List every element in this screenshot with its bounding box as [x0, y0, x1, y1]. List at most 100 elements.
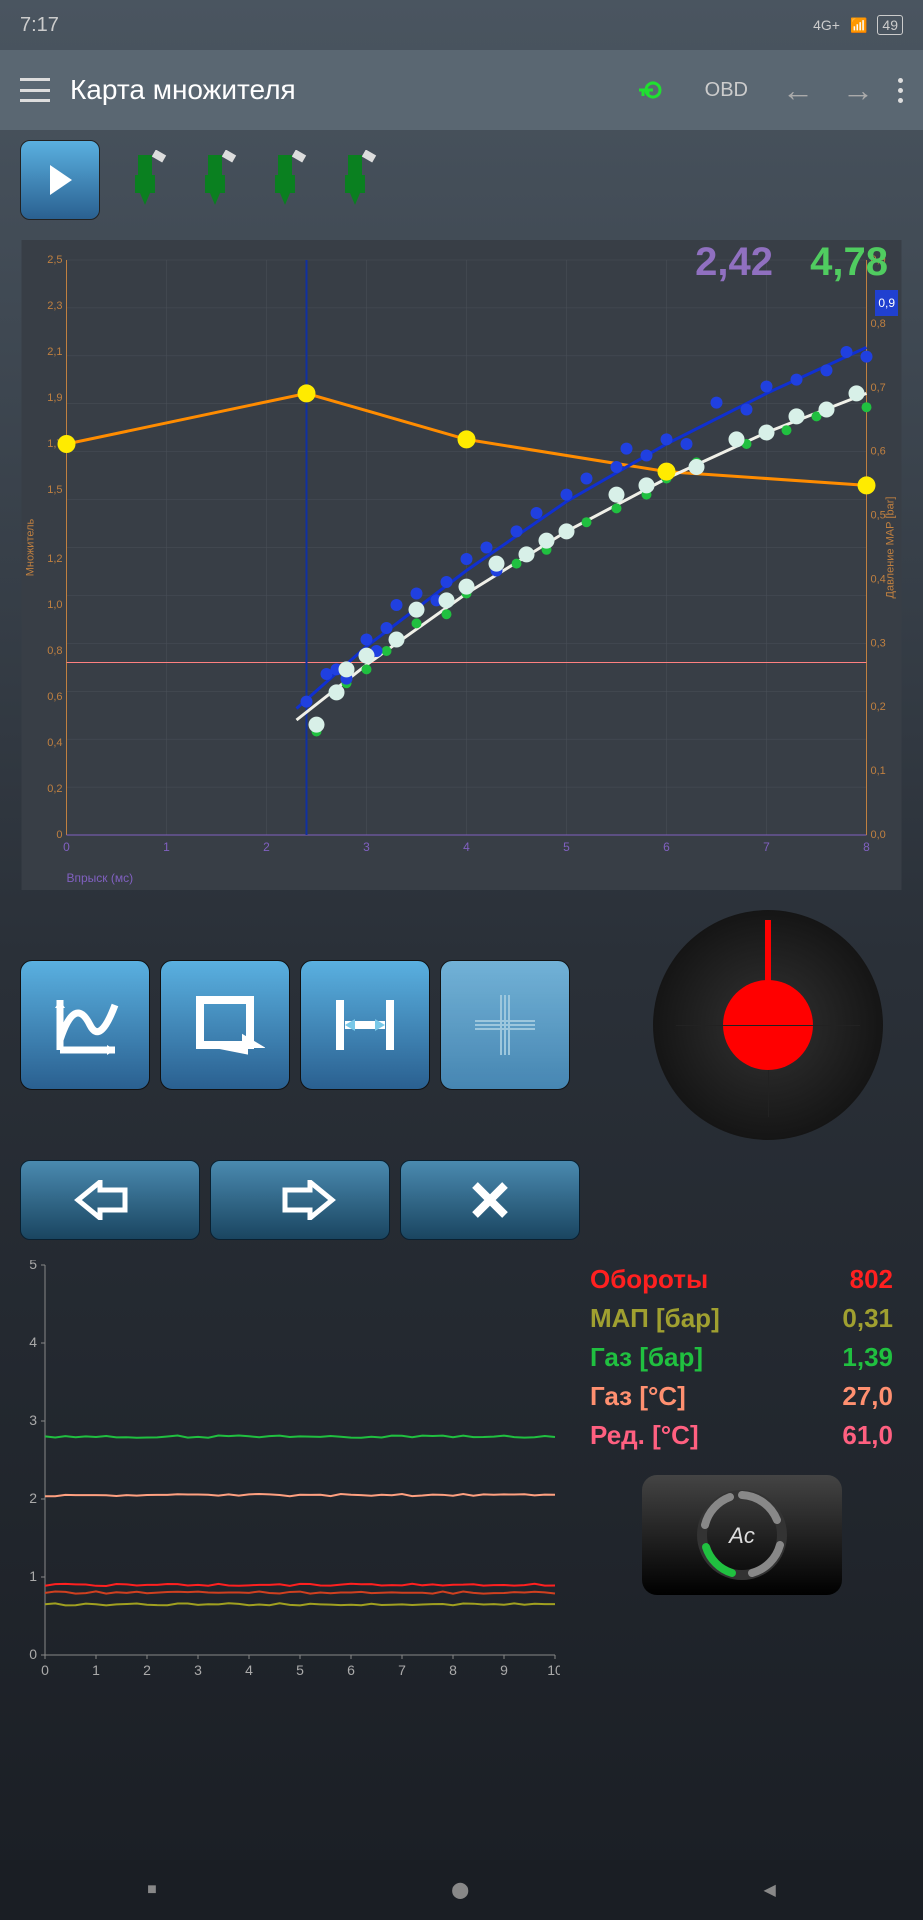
svg-text:0: 0 [56, 829, 62, 841]
app-bar: Карта множителя OBD ← → [0, 50, 923, 130]
svg-text:4: 4 [29, 1334, 37, 1350]
svg-text:0: 0 [29, 1646, 37, 1662]
svg-text:0,7: 0,7 [871, 382, 886, 394]
curve-tool-button[interactable] [20, 960, 150, 1090]
svg-text:8: 8 [449, 1662, 457, 1678]
svg-text:Впрыск (мс): Впрыск (мс) [67, 871, 134, 885]
nav-back[interactable]: ◀ [763, 1880, 775, 1900]
svg-text:0,2: 0,2 [47, 783, 62, 795]
injector-icon-2[interactable] [190, 150, 240, 210]
joystick-knob [723, 980, 813, 1070]
svg-text:1: 1 [29, 1568, 37, 1584]
reading-label: Газ [°C] [590, 1381, 686, 1412]
overlay-value-1: 2,42 [695, 240, 773, 285]
nav-home[interactable]: ⬤ [451, 1880, 469, 1900]
signal-icon: 📶 [850, 17, 867, 34]
injector-icon-3[interactable] [260, 150, 310, 210]
rect-tool-button[interactable] [160, 960, 290, 1090]
svg-text:5: 5 [296, 1662, 304, 1678]
svg-text:Ac: Ac [727, 1523, 755, 1548]
forward-button[interactable]: → [838, 70, 878, 110]
svg-text:0,3: 0,3 [871, 637, 886, 649]
obd-label[interactable]: OBD [705, 79, 748, 102]
reading-row: МАП [бар] 0,31 [580, 1299, 903, 1338]
svg-text:0,5: 0,5 [871, 510, 886, 522]
play-button[interactable] [20, 140, 100, 220]
svg-text:3: 3 [29, 1412, 37, 1428]
status-time: 7:17 [20, 14, 59, 37]
svg-text:0,8: 0,8 [871, 318, 886, 330]
svg-text:9: 9 [500, 1662, 508, 1678]
svg-text:3: 3 [194, 1662, 202, 1678]
svg-text:0,6: 0,6 [47, 691, 62, 703]
svg-text:10: 10 [547, 1662, 560, 1678]
svg-text:0,8: 0,8 [47, 645, 62, 657]
svg-text:5: 5 [29, 1260, 37, 1272]
back-button[interactable]: ← [778, 70, 818, 110]
svg-text:0: 0 [63, 840, 70, 854]
left-button[interactable] [20, 1160, 200, 1240]
crosshair-tool-button[interactable] [440, 960, 570, 1090]
right-button[interactable] [210, 1160, 390, 1240]
system-navbar: ■ ⬤ ◀ [0, 1860, 923, 1920]
svg-text:1,9: 1,9 [47, 392, 62, 404]
joystick[interactable] [653, 910, 883, 1140]
svg-text:2: 2 [29, 1490, 37, 1506]
svg-text:5: 5 [563, 840, 570, 854]
reading-value: 27,0 [842, 1381, 893, 1412]
nav-row [0, 1150, 923, 1250]
reading-row: Газ [бар] 1,39 [580, 1338, 903, 1377]
svg-text:1: 1 [92, 1662, 100, 1678]
nav-recent[interactable]: ■ [147, 1881, 157, 1899]
svg-text:1,2: 1,2 [47, 553, 62, 565]
reading-label: Обороты [590, 1264, 708, 1295]
overflow-menu[interactable] [898, 78, 903, 103]
overlay-value-2: 4,78 [810, 240, 888, 285]
svg-text:0,4: 0,4 [871, 573, 886, 585]
status-bar: 7:17 4G+ 📶 49 [0, 0, 923, 50]
main-chart[interactable]: 00,20,40,60,81,01,21,51,71,92,12,32,50,0… [20, 240, 903, 890]
svg-text:0,2: 0,2 [871, 701, 886, 713]
svg-text:4: 4 [245, 1662, 253, 1678]
svg-text:2,3: 2,3 [47, 300, 62, 312]
reading-label: МАП [бар] [590, 1303, 720, 1334]
svg-text:2,1: 2,1 [47, 346, 62, 358]
svg-text:7: 7 [398, 1662, 406, 1678]
key-icon[interactable] [635, 75, 675, 105]
reading-row: Ред. [°C] 61,0 [580, 1416, 903, 1455]
menu-button[interactable] [20, 78, 50, 102]
svg-text:2,5: 2,5 [47, 254, 62, 266]
injector-icon-4[interactable] [330, 150, 380, 210]
injector-bar [0, 130, 923, 230]
svg-text:8: 8 [863, 840, 870, 854]
svg-text:0: 0 [41, 1662, 49, 1678]
svg-text:7: 7 [763, 840, 770, 854]
svg-text:0,1: 0,1 [871, 765, 886, 777]
close-button[interactable] [400, 1160, 580, 1240]
mini-chart[interactable]: 012345012345678910 [20, 1260, 560, 1685]
bottom-panel: 012345012345678910 Обороты802МАП [бар]0,… [0, 1250, 923, 1695]
reading-row: Обороты 802 [580, 1260, 903, 1299]
svg-text:Множитель: Множитель [25, 518, 37, 576]
svg-text:0,0: 0,0 [871, 829, 886, 841]
reading-value: 1,39 [842, 1342, 893, 1373]
width-tool-button[interactable] [300, 960, 430, 1090]
reading-value: 802 [850, 1264, 893, 1295]
svg-text:0,4: 0,4 [47, 737, 62, 749]
status-network: 4G+ [813, 17, 840, 33]
reading-value: 61,0 [842, 1420, 893, 1451]
svg-text:2: 2 [263, 840, 270, 854]
reading-label: Ред. [°C] [590, 1420, 699, 1451]
reading-value: 0,31 [842, 1303, 893, 1334]
injector-icon-1[interactable] [120, 150, 170, 210]
device-badge[interactable]: Ac [642, 1475, 842, 1595]
svg-text:1: 1 [163, 840, 170, 854]
reading-label: Газ [бар] [590, 1342, 703, 1373]
svg-text:3: 3 [363, 840, 370, 854]
svg-text:1,5: 1,5 [47, 484, 62, 496]
page-title: Карта множителя [70, 74, 615, 106]
svg-text:2: 2 [143, 1662, 151, 1678]
overlay-badge: 0,9 [875, 290, 898, 316]
svg-text:0,6: 0,6 [871, 446, 886, 458]
svg-text:1,0: 1,0 [47, 599, 62, 611]
